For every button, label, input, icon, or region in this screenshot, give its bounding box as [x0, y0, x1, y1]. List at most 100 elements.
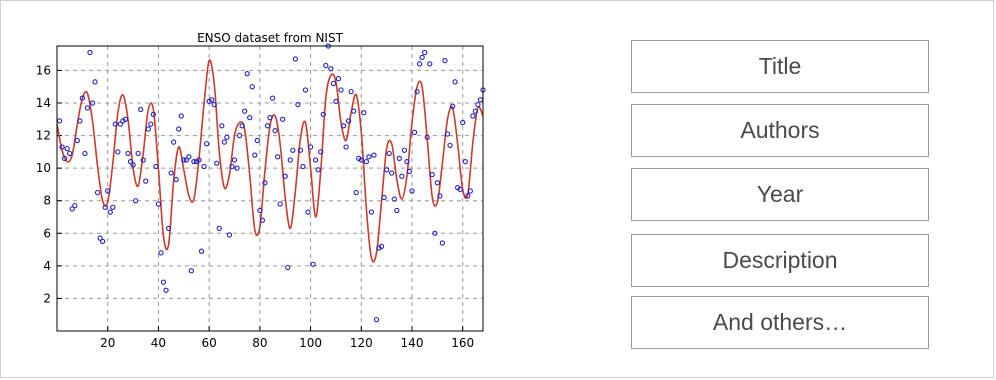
data-point [340, 123, 347, 129]
data-point [465, 193, 471, 199]
x-tick-label: 120 [350, 336, 373, 350]
data-point [203, 141, 210, 147]
others-field[interactable]: And others… [631, 296, 929, 349]
data-point [292, 56, 299, 62]
data-point [72, 202, 78, 209]
description-field[interactable]: Description [631, 234, 929, 287]
data-point [467, 188, 473, 194]
data-point [257, 207, 263, 214]
data-point [188, 268, 195, 274]
data-point [472, 108, 479, 114]
data-point [209, 97, 215, 103]
data-point [363, 158, 370, 165]
data-point [74, 137, 80, 144]
data-point [135, 150, 141, 157]
data-point [102, 204, 108, 210]
data-point [401, 147, 408, 153]
data-point [424, 134, 430, 140]
data-point [163, 287, 169, 293]
data-point [130, 162, 136, 168]
description-field-label: Description [722, 247, 838, 273]
y-tick-label: 6 [43, 226, 51, 240]
data-point [138, 106, 144, 113]
plot-border [56, 45, 484, 332]
data-point [183, 157, 189, 163]
data-point [406, 168, 413, 175]
title-field[interactable]: Title [631, 40, 929, 93]
data-point [224, 134, 230, 140]
data-point [59, 144, 65, 150]
data-point [173, 176, 179, 183]
data-point [378, 243, 385, 249]
data-point [307, 144, 314, 150]
data-point [132, 198, 139, 204]
data-point [107, 209, 113, 215]
data-point [231, 157, 238, 163]
data-point [181, 157, 187, 163]
data-point [92, 79, 98, 85]
data-point [160, 279, 167, 285]
data-point [140, 157, 146, 163]
data-point [444, 131, 451, 137]
data-point [221, 139, 228, 145]
data-point [254, 137, 260, 144]
data-point [449, 103, 456, 109]
data-point [201, 163, 207, 170]
data-point [274, 154, 281, 160]
data-point [219, 123, 225, 129]
data-point [434, 180, 441, 186]
data-point [239, 123, 245, 129]
data-point [155, 201, 162, 207]
data-point [241, 108, 248, 114]
data-point [153, 163, 159, 170]
data-point [394, 207, 400, 214]
data-point [358, 157, 364, 163]
data-point [305, 209, 311, 215]
data-point [264, 123, 271, 129]
title-field-label: Title [758, 53, 802, 79]
data-point [84, 105, 91, 111]
data-point [99, 238, 106, 245]
year-field[interactable]: Year [631, 168, 929, 221]
x-tick-label: 80 [252, 336, 267, 350]
data-point [287, 157, 293, 163]
y-tick-label: 14 [36, 96, 51, 110]
data-point [462, 158, 468, 165]
authors-field[interactable]: Authors [631, 104, 929, 157]
data-point [79, 95, 86, 101]
data-point [262, 180, 268, 186]
data-point [361, 110, 367, 116]
data-point [416, 61, 423, 67]
data-point [282, 173, 288, 179]
y-tick-label: 8 [43, 194, 51, 208]
x-tick-label: 60 [202, 336, 217, 350]
data-point [198, 248, 205, 254]
x-tick-label: 20 [100, 336, 115, 350]
data-point [419, 54, 425, 61]
authors-field-label: Authors [740, 117, 820, 143]
data-point [353, 189, 359, 196]
data-point [168, 170, 174, 176]
chart-title: ENSO dataset from NIST [197, 31, 343, 45]
y-tick-label: 16 [36, 63, 51, 77]
enso-chart: 20 40 60 80 100 120 140 160 2 4 6 8 10 12 14 16 ENSO da… [36, 31, 486, 350]
data-point [320, 111, 326, 118]
data-point [244, 71, 250, 77]
data-point [381, 194, 387, 201]
data-point [383, 167, 390, 173]
data-point [414, 88, 420, 95]
data-point [127, 158, 134, 165]
data-point [470, 113, 476, 119]
data-point [67, 150, 73, 157]
data-point [429, 172, 435, 178]
axis-ticks: 20 40 60 80 100 120 140 160 2 4 6 8 10 12 14 16 [36, 63, 474, 350]
data-point [229, 163, 235, 170]
data-point [328, 66, 334, 72]
data-point [343, 144, 349, 150]
x-tick-label: 40 [151, 336, 166, 350]
data-point [280, 116, 286, 122]
data-point [386, 150, 392, 157]
data-point [399, 173, 405, 179]
data-point [178, 113, 184, 119]
